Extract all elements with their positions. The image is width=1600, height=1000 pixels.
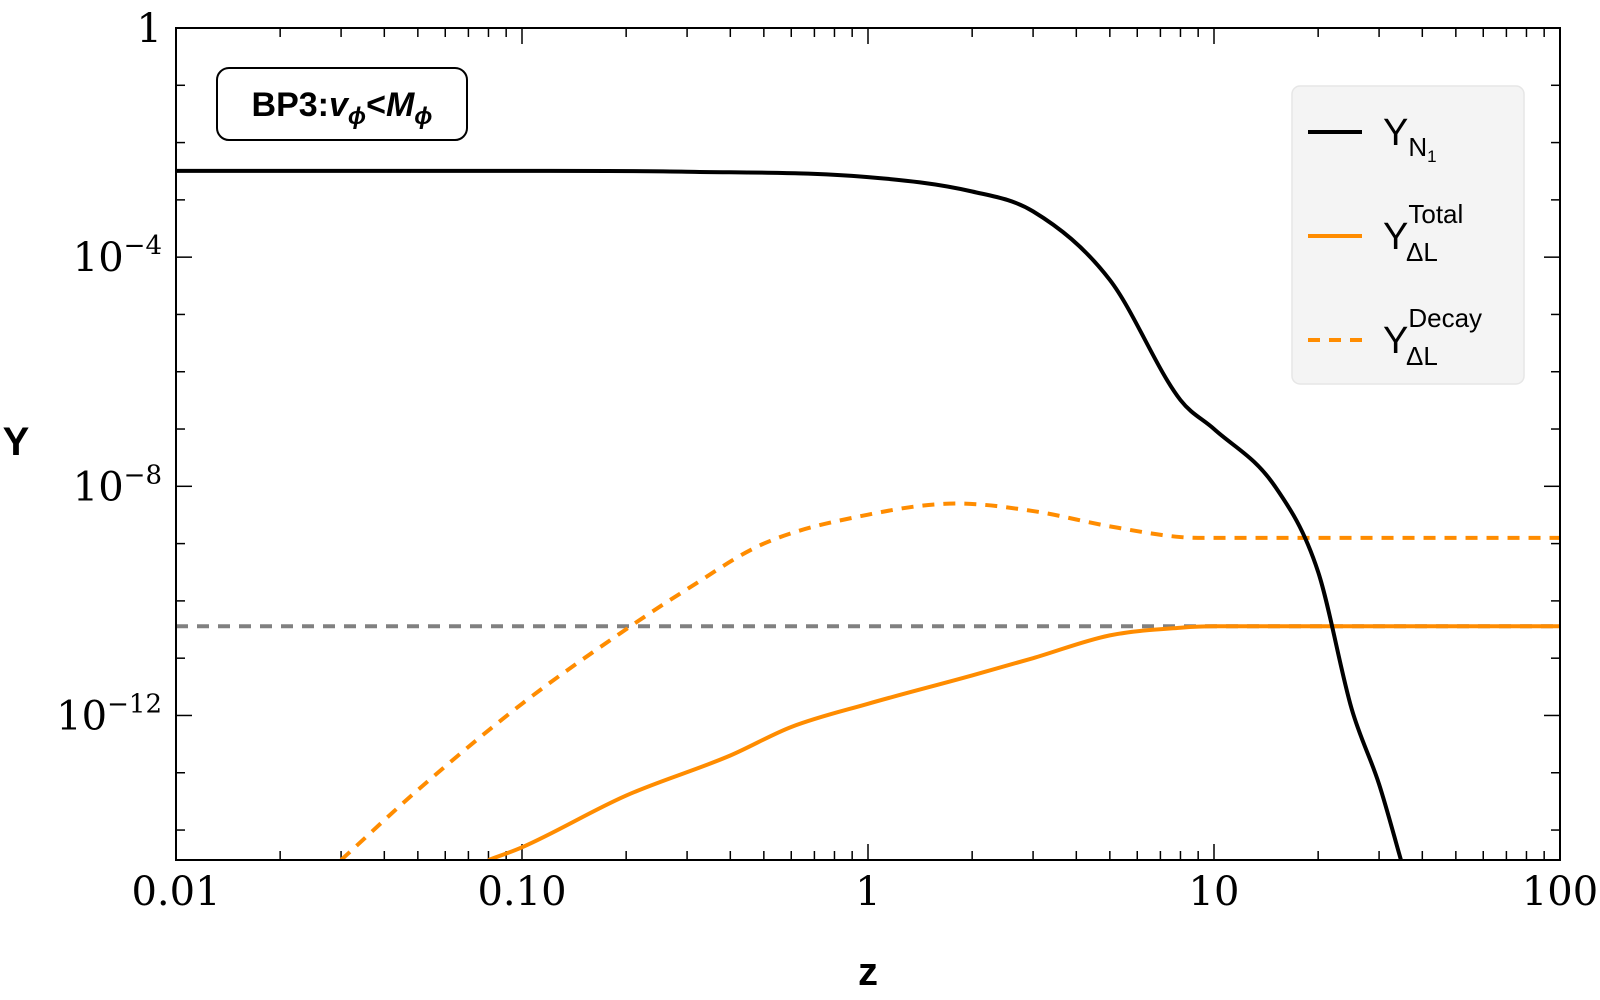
annotation-m-sub: ϕ [414, 103, 432, 130]
series-line-y-n1 [176, 168, 1404, 860]
legend-sub-y-dl-decay: ΔL [1406, 341, 1438, 371]
y-tick-label: 10−4 [73, 231, 162, 281]
legend-label-y-n1: YN1 [1383, 112, 1437, 166]
series-line-y-dl-decay [339, 501, 1560, 860]
x-tick-label: 100 [1522, 869, 1598, 915]
x-axis-title: z [858, 950, 878, 994]
y-axis-title: Y [3, 420, 30, 464]
x-tick-label: 1 [855, 869, 880, 915]
plot-frame [175, 27, 1561, 861]
ticks-layer [175, 27, 1560, 860]
annotation-text: BP3:vϕ<Mϕ [252, 86, 433, 130]
annotation-box: BP3:vϕ<Mϕ [216, 67, 468, 141]
legend: YN1 YTotal ΔL YDecay ΔL [1291, 85, 1525, 385]
annotation-m: M [386, 86, 415, 124]
legend-box [1291, 85, 1525, 385]
y-tick-label: 10−8 [73, 460, 162, 510]
series-line-y-dl-total [487, 624, 1560, 860]
legend-sub-y-dl-total: ΔL [1406, 237, 1438, 267]
annotation-v: v [329, 86, 350, 124]
legend-label-y-dl-total: YTotal [1383, 199, 1463, 258]
y-tick-label: 1 [137, 6, 162, 52]
x-tick-label: 0.01 [131, 869, 220, 915]
annotation-prefix: BP3: [252, 86, 329, 124]
x-tick-label: 10 [1189, 869, 1240, 915]
series-layer [176, 168, 1560, 860]
annotation-v-sub: ϕ [348, 103, 366, 130]
annotation-lt: < [366, 86, 386, 124]
y-tick-label: 10−12 [56, 689, 162, 739]
x-tick-label: 0.10 [477, 869, 566, 915]
tick-labels: 0.01 0.10 1 10 100 1 10−4 10−8 10−12 [56, 6, 1598, 915]
legend-label-y-dl-decay: YDecay [1383, 303, 1482, 362]
